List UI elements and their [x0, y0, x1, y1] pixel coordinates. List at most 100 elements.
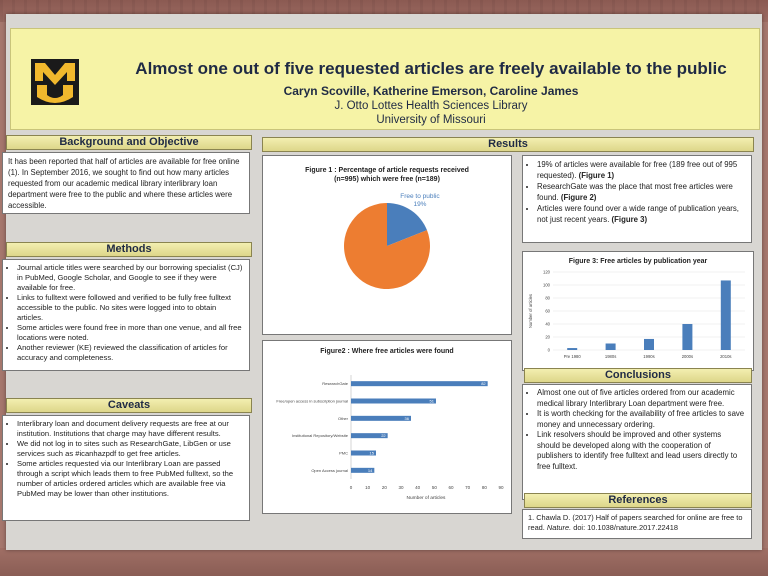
bar [351, 398, 436, 404]
affiliation-line-1: J. Otto Lottes Health Sciences Library [334, 100, 528, 112]
wall-bottom [0, 548, 768, 576]
y-axis-label: Number of articles [528, 294, 533, 328]
x-tick-label: 30 [398, 485, 404, 490]
result-figure-ref: (Figure 2) [560, 193, 597, 202]
bar [682, 324, 693, 350]
bar-value-label: 82 [481, 381, 486, 386]
methods-heading: Methods [6, 242, 252, 257]
bar-value-label: 14 [368, 468, 373, 473]
x-tick-label: 10 [365, 485, 371, 490]
background-text: It has been reported that half of articl… [2, 152, 250, 214]
poster-header: Almost one out of five requested article… [10, 28, 760, 130]
y-tick-label: 60 [545, 309, 550, 314]
bar [644, 338, 654, 350]
results-list: 19% of articles were available for free … [522, 155, 752, 243]
bar-value-label: 22 [381, 433, 386, 438]
figure-2-title: Figure2 : Where free articles were found [320, 348, 454, 355]
list-item: Interlibrary loan and document delivery … [17, 419, 244, 439]
x-tick-label: 90 [498, 485, 504, 490]
list-item: 19% of articles were available for free … [537, 159, 746, 181]
list-item: Journal article titles were searched by … [17, 263, 244, 293]
affiliation-line-2: University of Missouri [376, 114, 486, 126]
result-figure-ref: (Figure 1) [578, 171, 615, 180]
x-tick-label: 1990s [643, 354, 654, 359]
x-tick-label: 2000s [682, 354, 693, 359]
bar-value-label: 15 [370, 451, 375, 456]
bar [567, 348, 578, 350]
x-tick-label: 60 [448, 485, 454, 490]
references-text: 1. Chawla D. (2017) Half of papers searc… [522, 509, 752, 539]
x-tick-label: 50 [432, 485, 438, 490]
poster: Almost one out of five requested article… [2, 14, 762, 550]
bar [605, 343, 616, 350]
pie-slice-1 [344, 203, 430, 289]
figure-3-title: Figure 3: Free articles by publication y… [568, 258, 708, 265]
poster-authors: Caryn Scoville, Katherine Emerson, Carol… [283, 84, 579, 98]
bar [351, 433, 388, 439]
x-tick-label: Pre 1980 [564, 354, 582, 359]
conclusions-heading: Conclusions [524, 368, 752, 383]
figure-2-bar-chart: Figure2 : Where free articles were found… [262, 340, 512, 514]
x-tick-label: 70 [465, 485, 471, 490]
figure-1-title-line-1: Figure 1 : Percentage of article request… [305, 167, 469, 174]
x-tick-label: 20 [382, 485, 388, 490]
category-label: Institutional Repository/Website [292, 433, 349, 438]
y-tick-label: 120 [543, 270, 551, 275]
background-heading: Background and Objective [6, 135, 252, 150]
methods-list: Journal article titles were searched by … [2, 259, 250, 371]
pie-slice-label: Free to public [400, 193, 440, 200]
x-tick-label: 40 [415, 485, 421, 490]
list-item: Another reviewer (KE) reviewed the class… [17, 343, 244, 363]
category-label: Other [338, 416, 349, 421]
category-label: Free/open access in subscription journal [276, 399, 348, 404]
bar [351, 450, 376, 456]
y-tick-label: 0 [548, 348, 551, 353]
y-tick-label: 40 [545, 322, 550, 327]
pie-slice-value-label: 19% [413, 201, 426, 208]
poster-affiliation: J. Otto Lottes Health Sciences Library U… [111, 99, 751, 127]
mizzou-logo [31, 59, 79, 105]
list-item: We did not log in to sites such as Resea… [17, 439, 244, 459]
references-heading: References [524, 493, 752, 508]
caveats-heading: Caveats [6, 398, 252, 413]
category-label: Open Access journal [311, 468, 348, 473]
y-tick-label: 100 [543, 283, 551, 288]
bar [351, 381, 488, 387]
list-item: Some articles were found free in more th… [17, 323, 244, 343]
figure-2-plot: 0 10 20 30 40 50 60 70 80 90 ResearchGate 82 Free/op… [276, 375, 504, 501]
x-tick-label: 2010s [720, 354, 731, 359]
x-tick-label: 80 [482, 485, 488, 490]
x-tick-label: 0 [350, 485, 353, 490]
x-tick-label: 1980s [605, 354, 616, 359]
list-item: Links to fulltext were followed and veri… [17, 293, 244, 323]
caveats-list: Interlibrary loan and document delivery … [2, 415, 250, 521]
results-heading: Results [262, 137, 754, 152]
bar-value-label: 36 [405, 416, 410, 421]
bar [351, 415, 411, 421]
conclusions-list: Almost one out of five articles ordered … [522, 384, 752, 500]
list-item: It is worth checking for the availabilit… [537, 409, 746, 430]
figure-1-title-line-2: (n=995) which were free (n=189) [334, 176, 440, 183]
list-item: Articles were found over a wide range of… [537, 203, 746, 225]
result-figure-ref: (Figure 3) [611, 215, 648, 224]
result-text: ResearchGate was the place that most fre… [537, 182, 733, 202]
bar [351, 467, 375, 473]
figure-1-title: Figure 1 : Percentage of article request… [263, 166, 511, 184]
list-item: Almost one out of five articles ordered … [537, 388, 746, 409]
reference-journal: Nature. [546, 523, 572, 532]
reference-text: 1. Chawla D. (2017) Half of papers searc… [528, 513, 743, 532]
category-label: PMC [339, 451, 348, 456]
y-tick-label: 80 [545, 296, 550, 301]
result-text: Articles were found over a wide range of… [537, 204, 739, 224]
category-label: ResearchGate [322, 381, 349, 386]
figure-1-pie-chart: Figure 1 : Percentage of article request… [262, 155, 512, 335]
bar-value-label: 51 [430, 399, 435, 404]
poster-title: Almost one out of five requested article… [135, 59, 727, 78]
list-item: Some articles requested via our Interlib… [17, 459, 244, 499]
result-text: 19% of articles were available for free … [537, 160, 738, 180]
figure-3-plot: 0 20 40 60 80 100 120 Pre 1980 1980s 1990s 2000s 20… [528, 270, 745, 359]
reference-doi: doi: 10.1038/nature.2017.22418 [571, 523, 679, 532]
figure-3-bar-chart: Figure 3: Free articles by publication y… [522, 251, 754, 371]
list-item: Link resolvers should be improved and ot… [537, 430, 746, 472]
